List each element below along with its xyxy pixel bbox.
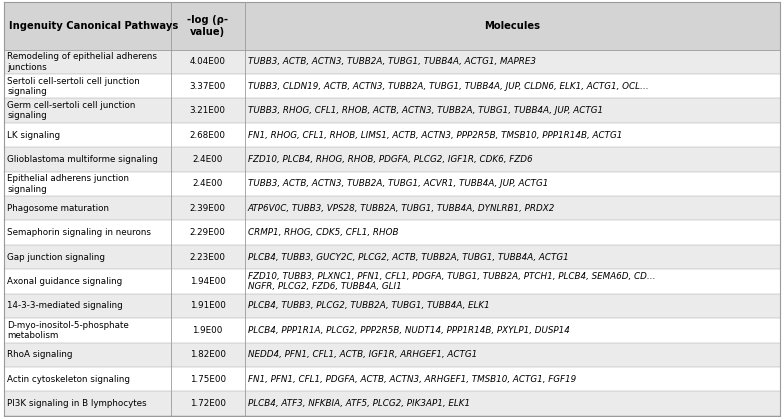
Text: NEDD4, PFN1, CFL1, ACTB, IGF1R, ARHGEF1, ACTG1: NEDD4, PFN1, CFL1, ACTB, IGF1R, ARHGEF1,… <box>248 350 477 359</box>
Text: PLCB4, TUBB3, PLCG2, TUBB2A, TUBG1, TUBB4A, ELK1: PLCB4, TUBB3, PLCG2, TUBB2A, TUBG1, TUBB… <box>248 301 489 310</box>
Text: Phagosome maturation: Phagosome maturation <box>7 204 109 213</box>
Text: 3.21E00: 3.21E00 <box>190 106 226 115</box>
Text: 2.4E00: 2.4E00 <box>193 155 223 164</box>
Text: -log (ρ-
value): -log (ρ- value) <box>187 15 228 37</box>
Text: 2.68E00: 2.68E00 <box>190 131 226 140</box>
Text: FN1, RHOG, CFL1, RHOB, LIMS1, ACTB, ACTN3, PPP2R5B, TMSB10, PPP1R14B, ACTG1: FN1, RHOG, CFL1, RHOB, LIMS1, ACTB, ACTN… <box>248 131 622 140</box>
Text: 14-3-3-mediated signaling: 14-3-3-mediated signaling <box>7 301 123 310</box>
Text: PI3K signaling in B lymphocytes: PI3K signaling in B lymphocytes <box>7 399 147 408</box>
Text: Semaphorin signaling in neurons: Semaphorin signaling in neurons <box>7 228 151 237</box>
Bar <box>4 123 780 147</box>
Text: ATP6V0C, TUBB3, VPS28, TUBB2A, TUBG1, TUBB4A, DYNLRB1, PRDX2: ATP6V0C, TUBB3, VPS28, TUBB2A, TUBG1, TU… <box>248 204 555 213</box>
Text: 4.04E00: 4.04E00 <box>190 58 226 66</box>
Bar <box>4 221 780 245</box>
Bar <box>4 196 780 221</box>
Text: Remodeling of epithelial adherens
junctions: Remodeling of epithelial adherens juncti… <box>7 52 157 72</box>
Bar <box>4 367 780 391</box>
Text: Germ cell-sertoli cell junction
signaling: Germ cell-sertoli cell junction signalin… <box>7 101 136 121</box>
Bar <box>4 74 780 98</box>
Text: TUBB3, CLDN19, ACTB, ACTN3, TUBB2A, TUBG1, TUBB4A, JUP, CLDN6, ELK1, ACTG1, OCL…: TUBB3, CLDN19, ACTB, ACTN3, TUBB2A, TUBG… <box>248 82 648 91</box>
Bar <box>4 147 780 172</box>
Text: 1.72E00: 1.72E00 <box>190 399 226 408</box>
Text: FZD10, TUBB3, PLXNC1, PFN1, CFL1, PDGFA, TUBG1, TUBB2A, PTCH1, PLCB4, SEMA6D, CD: FZD10, TUBB3, PLXNC1, PFN1, CFL1, PDGFA,… <box>248 272 655 291</box>
Bar <box>4 172 780 196</box>
Bar <box>4 2 780 50</box>
Text: PLCB4, PPP1R1A, PLCG2, PPP2R5B, NUDT14, PPP1R14B, PXYLP1, DUSP14: PLCB4, PPP1R1A, PLCG2, PPP2R5B, NUDT14, … <box>248 326 569 335</box>
Text: Epithelial adherens junction
signaling: Epithelial adherens junction signaling <box>7 174 129 193</box>
Text: Axonal guidance signaling: Axonal guidance signaling <box>7 277 122 286</box>
Text: 1.91E00: 1.91E00 <box>190 301 226 310</box>
Text: PLCB4, TUBB3, GUCY2C, PLCG2, ACTB, TUBB2A, TUBG1, TUBB4A, ACTG1: PLCB4, TUBB3, GUCY2C, PLCG2, ACTB, TUBB2… <box>248 253 568 261</box>
Bar <box>4 318 780 342</box>
Text: 2.4E00: 2.4E00 <box>193 179 223 188</box>
Text: Ingenuity Canonical Pathways: Ingenuity Canonical Pathways <box>9 21 178 31</box>
Bar <box>4 50 780 74</box>
Bar <box>4 269 780 294</box>
Text: 1.75E00: 1.75E00 <box>190 374 226 384</box>
Text: Gap junction signaling: Gap junction signaling <box>7 253 105 261</box>
Text: TUBB3, RHOG, CFL1, RHOB, ACTB, ACTN3, TUBB2A, TUBG1, TUBB4A, JUP, ACTG1: TUBB3, RHOG, CFL1, RHOB, ACTB, ACTN3, TU… <box>248 106 603 115</box>
Text: D-myo-inositol-5-phosphate
metabolism: D-myo-inositol-5-phosphate metabolism <box>7 321 129 340</box>
Bar <box>4 342 780 367</box>
Text: FZD10, PLCB4, RHOG, RHOB, PDGFA, PLCG2, IGF1R, CDK6, FZD6: FZD10, PLCB4, RHOG, RHOB, PDGFA, PLCG2, … <box>248 155 532 164</box>
Text: Actin cytoskeleton signaling: Actin cytoskeleton signaling <box>7 374 130 384</box>
Text: Sertoli cell-sertoli cell junction
signaling: Sertoli cell-sertoli cell junction signa… <box>7 77 140 96</box>
Text: 2.23E00: 2.23E00 <box>190 253 226 261</box>
Text: LK signaling: LK signaling <box>7 131 60 140</box>
Bar <box>4 98 780 123</box>
Bar <box>4 391 780 416</box>
Text: 3.37E00: 3.37E00 <box>190 82 226 91</box>
Text: CRMP1, RHOG, CDK5, CFL1, RHOB: CRMP1, RHOG, CDK5, CFL1, RHOB <box>248 228 398 237</box>
Bar <box>4 245 780 269</box>
Text: TUBB3, ACTB, ACTN3, TUBB2A, TUBG1, ACVR1, TUBB4A, JUP, ACTG1: TUBB3, ACTB, ACTN3, TUBB2A, TUBG1, ACVR1… <box>248 179 548 188</box>
Text: FN1, PFN1, CFL1, PDGFA, ACTB, ACTN3, ARHGEF1, TMSB10, ACTG1, FGF19: FN1, PFN1, CFL1, PDGFA, ACTB, ACTN3, ARH… <box>248 374 576 384</box>
Text: 1.82E00: 1.82E00 <box>190 350 226 359</box>
Text: Glioblastoma multiforme signaling: Glioblastoma multiforme signaling <box>7 155 158 164</box>
Text: RhoA signaling: RhoA signaling <box>7 350 73 359</box>
Text: 1.9E00: 1.9E00 <box>193 326 223 335</box>
Bar <box>4 294 780 318</box>
Text: 2.29E00: 2.29E00 <box>190 228 226 237</box>
Text: 1.94E00: 1.94E00 <box>190 277 226 286</box>
Text: PLCB4, ATF3, NFKBIA, ATF5, PLCG2, PIK3AP1, ELK1: PLCB4, ATF3, NFKBIA, ATF5, PLCG2, PIK3AP… <box>248 399 470 408</box>
Text: 2.39E00: 2.39E00 <box>190 204 226 213</box>
Text: Molecules: Molecules <box>485 21 540 31</box>
Text: TUBB3, ACTB, ACTN3, TUBB2A, TUBG1, TUBB4A, ACTG1, MAPRE3: TUBB3, ACTB, ACTN3, TUBB2A, TUBG1, TUBB4… <box>248 58 535 66</box>
